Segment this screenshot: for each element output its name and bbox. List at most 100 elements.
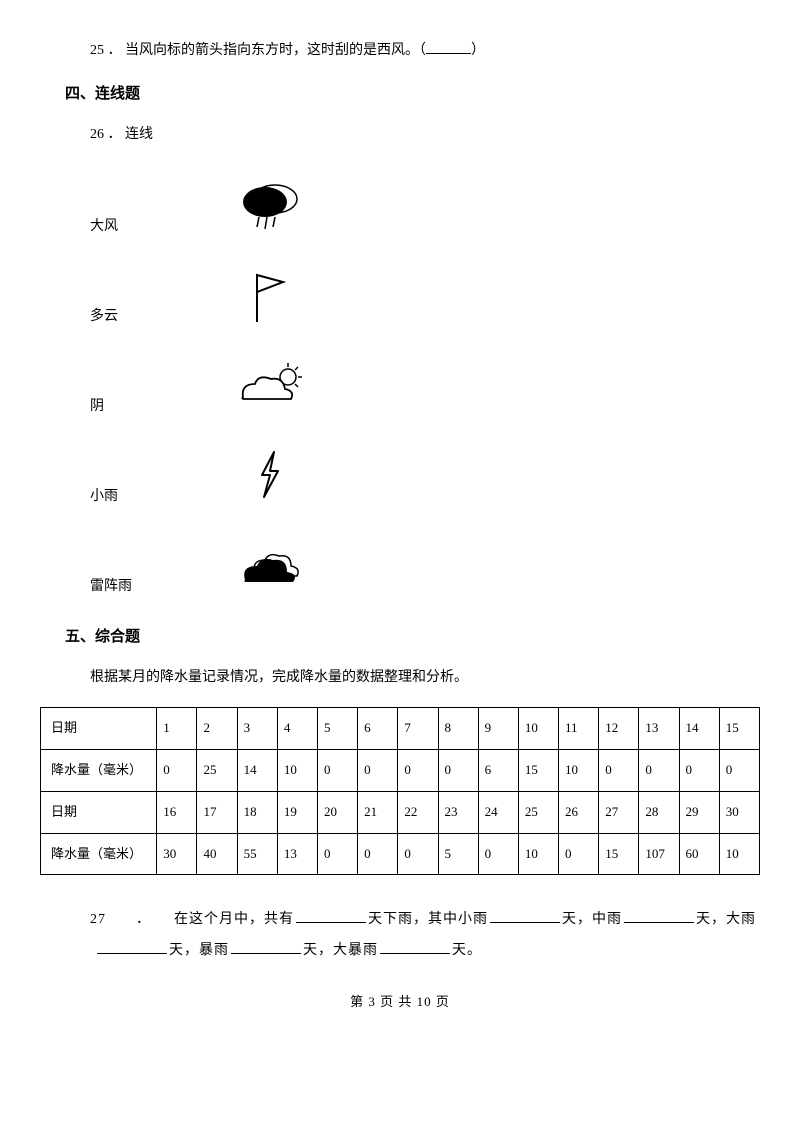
cell: 0 — [358, 833, 398, 875]
cell: 8 — [438, 708, 478, 750]
q25-number: 25 ． — [90, 43, 122, 58]
cell: 11 — [559, 708, 599, 750]
blank-total[interactable] — [296, 909, 366, 923]
cell: 17 — [197, 791, 237, 833]
row-header: 降水量（毫米） — [41, 833, 157, 875]
cell: 15 — [719, 708, 759, 750]
cell: 25 — [518, 791, 558, 833]
rain-icon — [170, 167, 370, 247]
row-header: 日期 — [41, 791, 157, 833]
footer-page: 3 — [368, 994, 376, 1009]
cell: 10 — [277, 749, 317, 791]
blank-storm[interactable] — [231, 940, 301, 954]
cell: 15 — [518, 749, 558, 791]
match-item: 小雨 — [90, 437, 760, 517]
cell: 12 — [599, 708, 639, 750]
cell: 28 — [639, 791, 679, 833]
blank-light[interactable] — [490, 909, 560, 923]
match-label: 大风 — [90, 216, 170, 246]
cell: 55 — [237, 833, 277, 875]
match-item: 大风 — [90, 167, 760, 247]
cell: 23 — [438, 791, 478, 833]
q26-number: 26 ． — [90, 127, 122, 142]
q27-p3: 天，大雨 — [696, 912, 756, 927]
q27-p6: 天。 — [452, 943, 482, 958]
cell: 0 — [157, 749, 197, 791]
cell: 0 — [358, 749, 398, 791]
cell: 0 — [398, 833, 438, 875]
cell: 10 — [518, 833, 558, 875]
rainfall-table: 日期 1 2 3 4 5 6 7 8 9 10 11 12 13 14 15 降… — [40, 707, 760, 875]
cell: 3 — [237, 708, 277, 750]
q27-prefix: 27 ． 在这个月中，共有 — [90, 912, 294, 927]
table-row: 日期 1 2 3 4 5 6 7 8 9 10 11 12 13 14 15 — [41, 708, 760, 750]
footer-mid: 页 共 — [376, 994, 417, 1009]
q27-p2: 天，中雨 — [562, 912, 622, 927]
section-4-header: 四、连线题 — [65, 82, 760, 106]
cell: 7 — [398, 708, 438, 750]
match-label: 阴 — [90, 396, 170, 426]
cell: 0 — [639, 749, 679, 791]
cloudy-icon — [170, 527, 370, 607]
partly-cloudy-icon — [170, 347, 370, 427]
q26-text: 连线 — [125, 127, 153, 142]
cell: 15 — [599, 833, 639, 875]
footer-total: 10 — [417, 994, 432, 1009]
page-footer: 第 3 页 共 10 页 — [40, 992, 760, 1013]
cell: 14 — [679, 708, 719, 750]
cell: 24 — [478, 791, 518, 833]
cell: 27 — [599, 791, 639, 833]
cell: 2 — [197, 708, 237, 750]
footer-prefix: 第 — [350, 994, 368, 1009]
cell: 21 — [358, 791, 398, 833]
cell: 9 — [478, 708, 518, 750]
cell: 0 — [679, 749, 719, 791]
blank-heavy[interactable] — [97, 940, 167, 954]
q27-p1: 天下雨，其中小雨 — [368, 912, 488, 927]
cell: 40 — [197, 833, 237, 875]
cell: 4 — [277, 708, 317, 750]
question-25: 25 ． 当风向标的箭头指向东方时，这时刮的是西风。（ ） — [90, 40, 760, 62]
cell: 0 — [438, 749, 478, 791]
cell: 6 — [358, 708, 398, 750]
cell: 14 — [237, 749, 277, 791]
cell: 0 — [478, 833, 518, 875]
footer-suffix: 页 — [432, 994, 450, 1009]
flag-icon — [170, 257, 370, 337]
question-27: 27 ． 在这个月中，共有天下雨，其中小雨天，中雨天，大雨 天，暴雨天，大暴雨天… — [95, 905, 760, 967]
table-row: 日期 16 17 18 19 20 21 22 23 24 25 26 27 2… — [41, 791, 760, 833]
section-5-intro: 根据某月的降水量记录情况，完成降水量的数据整理和分析。 — [90, 667, 760, 689]
table-row: 降水量（毫米） 30 40 55 13 0 0 0 5 0 10 0 15 10… — [41, 833, 760, 875]
cell: 6 — [478, 749, 518, 791]
cell: 25 — [197, 749, 237, 791]
cell: 107 — [639, 833, 679, 875]
cell: 0 — [559, 833, 599, 875]
cell: 20 — [317, 791, 357, 833]
cell: 22 — [398, 791, 438, 833]
q27-p4: 天，暴雨 — [169, 943, 229, 958]
row-header: 降水量（毫米） — [41, 749, 157, 791]
cell: 60 — [679, 833, 719, 875]
match-item: 多云 — [90, 257, 760, 337]
match-label: 雷阵雨 — [90, 576, 170, 606]
cell: 26 — [559, 791, 599, 833]
blank-heavystorm[interactable] — [380, 940, 450, 954]
match-label: 小雨 — [90, 486, 170, 516]
section-5-header: 五、综合题 — [65, 625, 760, 649]
question-26: 26 ． 连线 — [90, 124, 760, 146]
cell: 19 — [277, 791, 317, 833]
q25-text: 当风向标的箭头指向东方时，这时刮的是西风。（ — [125, 43, 426, 58]
cell: 29 — [679, 791, 719, 833]
match-label: 多云 — [90, 306, 170, 336]
cell: 1 — [157, 708, 197, 750]
cell: 10 — [559, 749, 599, 791]
q25-close: ） — [471, 43, 485, 58]
match-item: 雷阵雨 — [90, 527, 760, 607]
cell: 0 — [398, 749, 438, 791]
cell: 10 — [719, 833, 759, 875]
blank-moderate[interactable] — [624, 909, 694, 923]
cell: 0 — [317, 749, 357, 791]
q25-blank[interactable] — [426, 42, 471, 54]
cell: 0 — [317, 833, 357, 875]
cell: 13 — [639, 708, 679, 750]
